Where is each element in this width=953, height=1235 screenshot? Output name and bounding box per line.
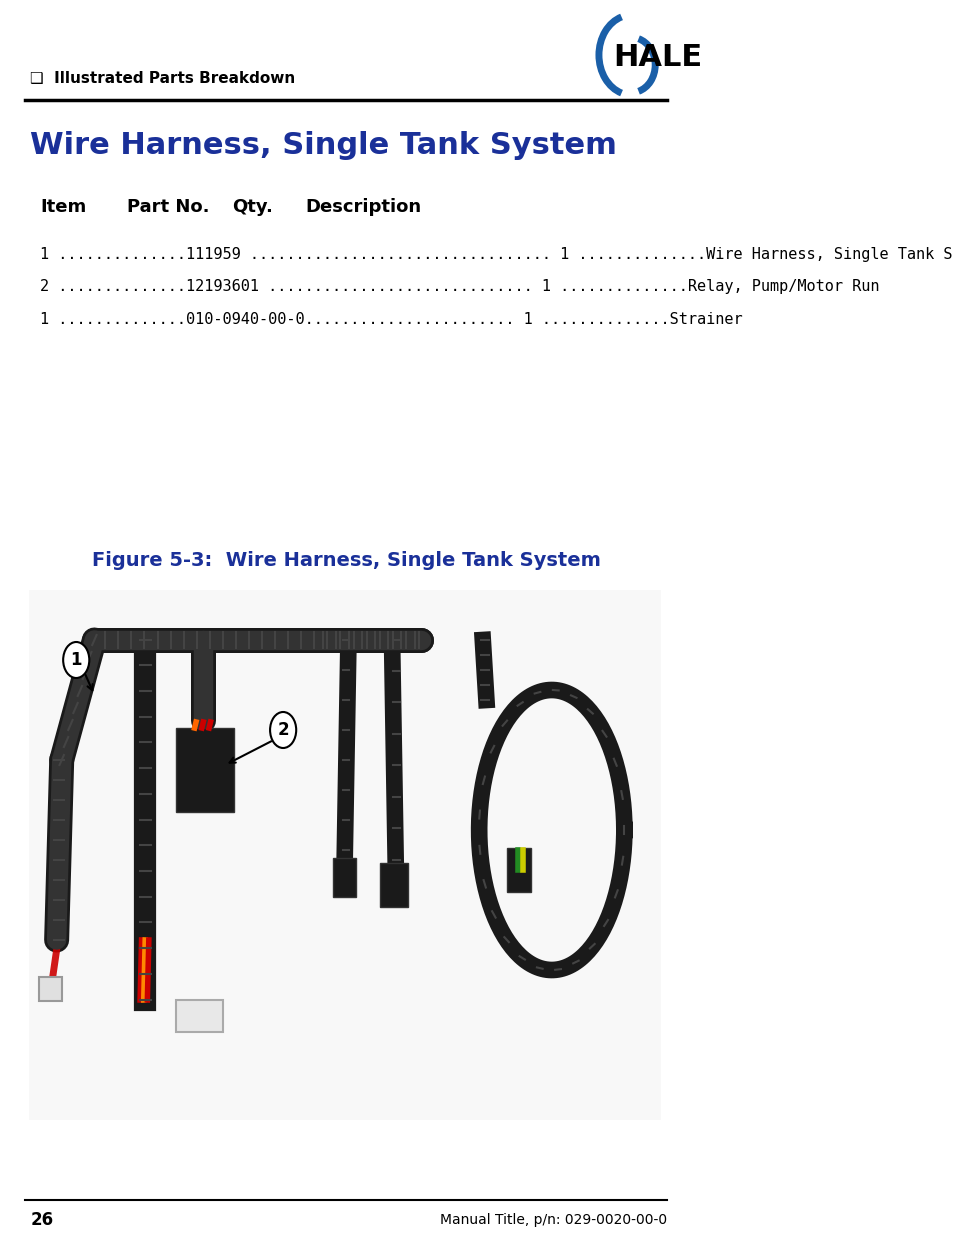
Text: Description: Description — [305, 198, 420, 216]
Text: Part No.: Part No. — [127, 198, 210, 216]
Text: 1: 1 — [71, 651, 82, 669]
Text: 1 ..............111959 ................................. 1 ..............Wire Ha: 1 ..............111959 .................… — [40, 247, 953, 263]
Circle shape — [270, 713, 295, 748]
Text: Manual Title, p/n: 029-0020-00-0: Manual Title, p/n: 029-0020-00-0 — [439, 1213, 666, 1228]
FancyBboxPatch shape — [379, 863, 408, 906]
FancyBboxPatch shape — [29, 590, 660, 1120]
FancyBboxPatch shape — [176, 727, 233, 811]
Text: Item: Item — [40, 198, 86, 216]
FancyBboxPatch shape — [506, 848, 531, 892]
Text: Qty.: Qty. — [233, 198, 273, 216]
Text: 2: 2 — [277, 721, 289, 739]
Text: 1 ..............010-0940-00-0....................... 1 ..............Strainer: 1 ..............010-0940-00-0...........… — [40, 311, 741, 326]
Text: 26: 26 — [30, 1212, 53, 1229]
Text: Figure 5-3:  Wire Harness, Single Tank System: Figure 5-3: Wire Harness, Single Tank Sy… — [91, 551, 600, 569]
Text: ❑  Illustrated Parts Breakdown: ❑ Illustrated Parts Breakdown — [30, 70, 295, 85]
Circle shape — [63, 642, 90, 678]
Text: Wire Harness, Single Tank System: Wire Harness, Single Tank System — [30, 131, 617, 159]
Text: 2 ..............12193601 ............................. 1 ..............Relay, Pu: 2 ..............12193601 ...............… — [40, 279, 879, 294]
FancyBboxPatch shape — [176, 1000, 223, 1032]
FancyBboxPatch shape — [333, 858, 355, 897]
FancyBboxPatch shape — [39, 977, 62, 1002]
Text: HALE: HALE — [613, 43, 701, 73]
